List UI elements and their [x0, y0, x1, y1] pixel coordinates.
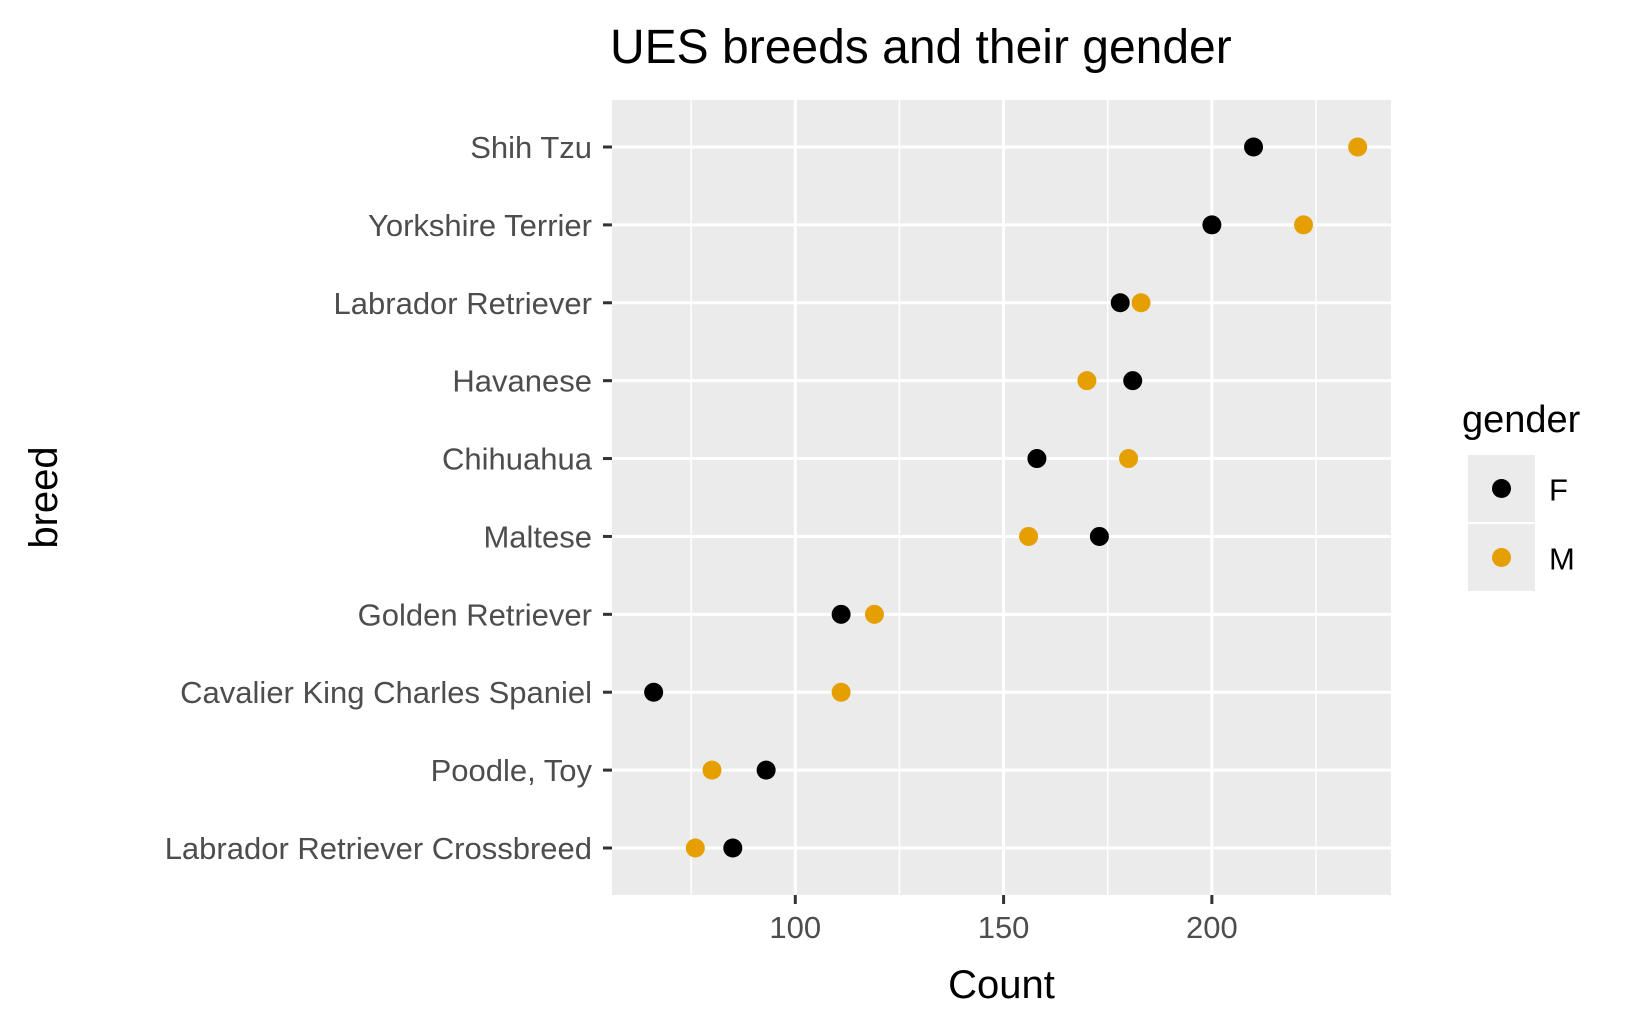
data-point-m	[685, 838, 705, 858]
data-point-m	[1019, 526, 1039, 546]
x-axis: 100 150 200	[769, 895, 1238, 945]
data-point-f	[1244, 137, 1264, 157]
legend-swatch-f	[1492, 479, 1511, 498]
data-point-m	[1119, 449, 1139, 469]
data-point-f	[1027, 449, 1047, 469]
y-tick-label: Maltese	[483, 519, 592, 554]
x-tick-label: 100	[769, 910, 821, 945]
y-tick-label: Shih Tzu	[470, 130, 592, 165]
data-point-m	[1131, 293, 1151, 313]
data-point-f	[831, 604, 851, 624]
legend-swatch-m	[1492, 548, 1511, 567]
minor-gridlines	[690, 100, 1317, 895]
y-axis-title: breed	[22, 446, 66, 548]
y-tick-label: Havanese	[452, 364, 592, 399]
data-point-m	[1294, 215, 1314, 235]
x-tick-label: 150	[978, 910, 1030, 945]
data-point-f	[756, 760, 776, 780]
y-tick-label: Yorkshire Terrier	[368, 208, 592, 243]
y-axis: Labrador Retriever Crossbreed Poodle, Toy…	[165, 130, 612, 866]
data-point-f	[1123, 371, 1143, 391]
legend-label-m: M	[1549, 542, 1575, 577]
chart-title: UES breeds and their gender	[610, 21, 1232, 74]
plot-panel	[612, 100, 1391, 895]
y-tick-label: Poodle, Toy	[431, 753, 593, 788]
data-point-m	[864, 604, 884, 624]
data-point-f	[1110, 293, 1130, 313]
data-point-f	[1202, 215, 1222, 235]
data-point-f	[644, 682, 664, 702]
y-tick-label: Chihuahua	[442, 442, 593, 477]
y-tick-label: Golden Retriever	[358, 597, 592, 632]
y-tick-label: Labrador Retriever Crossbreed	[165, 831, 592, 866]
major-gridlines	[612, 100, 1391, 895]
x-tick-label: 200	[1186, 910, 1238, 945]
legend-label-f: F	[1549, 473, 1568, 508]
data-points	[644, 137, 1368, 858]
data-point-m	[702, 760, 722, 780]
x-axis-title: Count	[948, 963, 1055, 1007]
data-point-m	[1348, 137, 1368, 157]
data-point-m	[831, 682, 851, 702]
y-tick-label: Cavalier King Charles Spaniel	[180, 675, 592, 710]
data-point-m	[1077, 371, 1097, 391]
data-point-f	[723, 838, 743, 858]
legend: gender FM	[1462, 399, 1581, 593]
data-point-f	[1089, 526, 1109, 546]
y-tick-label: Labrador Retriever	[334, 286, 592, 321]
legend-title: gender	[1462, 399, 1581, 441]
